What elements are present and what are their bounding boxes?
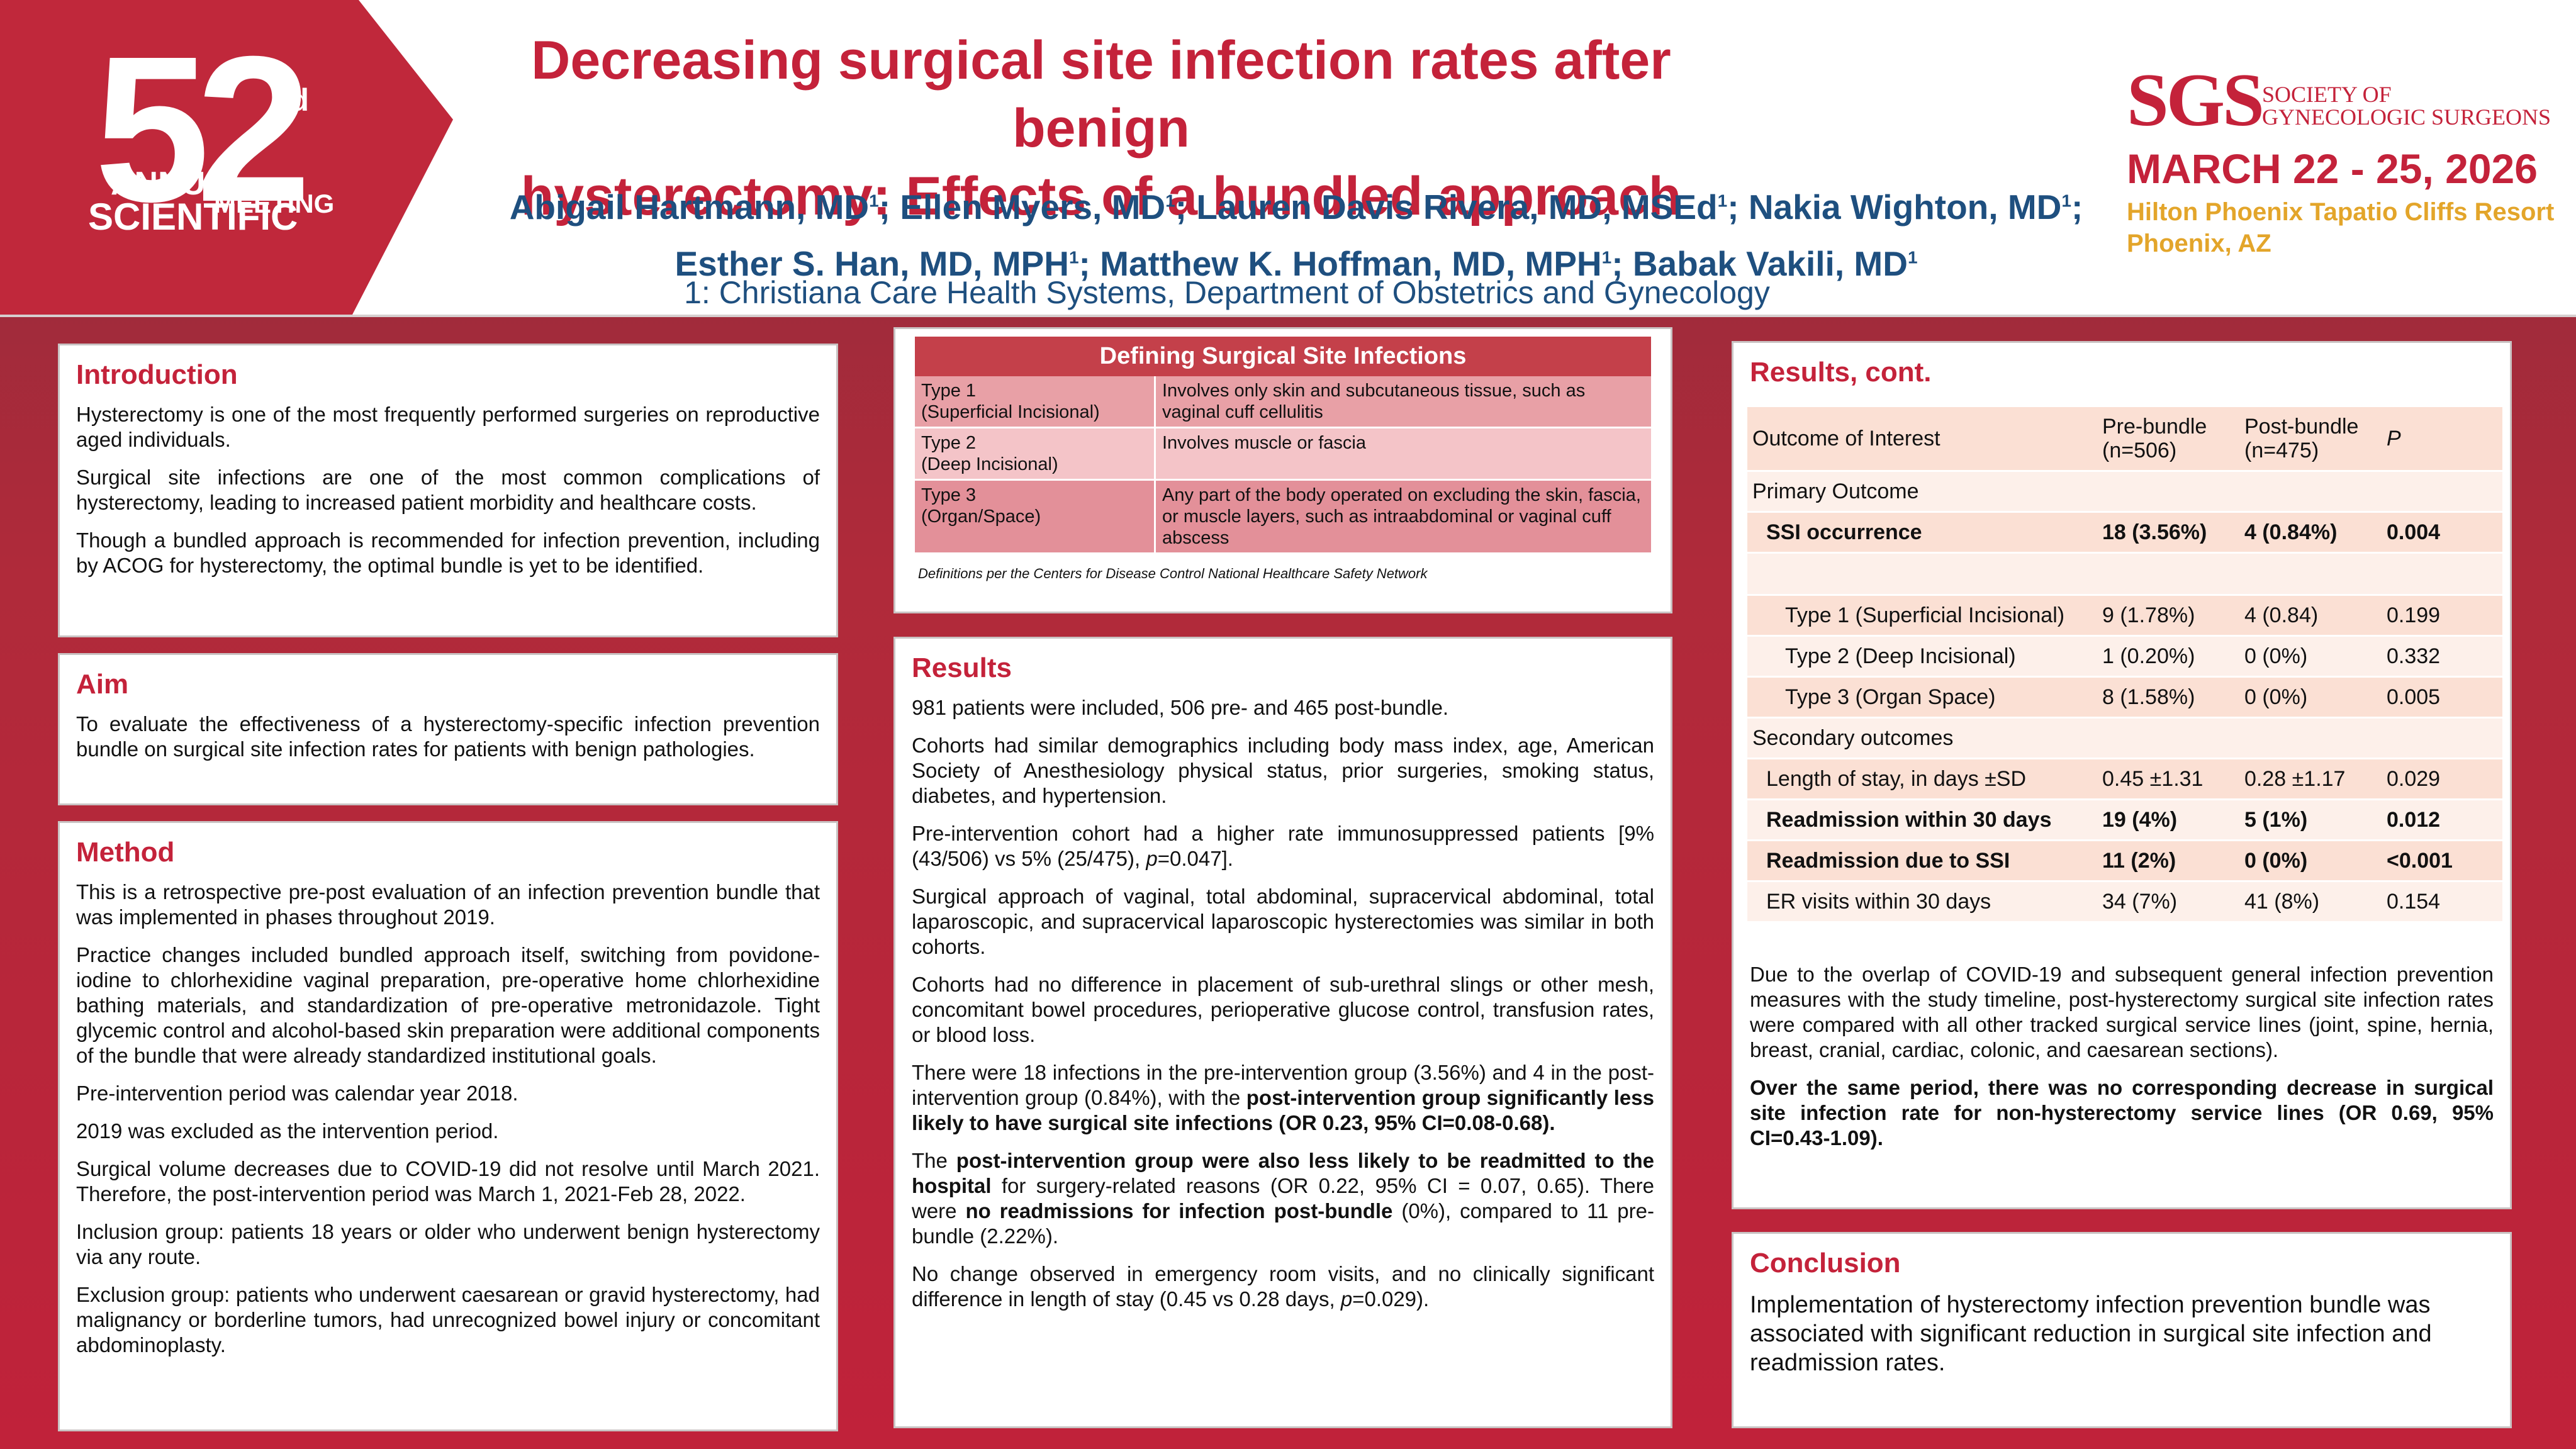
poster-header: 52 nd ANNUAL SCIENTIFIC MEETING Decreasi… xyxy=(0,0,2576,317)
conclusion-text: Implementation of hysterectomy infection… xyxy=(1750,1292,2432,1376)
table-row: SSI occurrence 18 (3.56%) 4 (0.84%) 0.00… xyxy=(1747,512,2502,554)
results-heading: Results xyxy=(912,652,1012,683)
results-paragraph: The post-intervention group were also le… xyxy=(912,1149,1654,1248)
results-paragraph: Surgical approach of vaginal, total abdo… xyxy=(912,885,1654,958)
results-cont-paragraph: Due to the overlap of COVID-19 and subse… xyxy=(1750,963,2494,1061)
table-row: Type 1 (Superficial Incisional) 9 (1.78%… xyxy=(1747,595,2502,637)
table-header-row: Outcome of Interest Pre-bundle (n=506) P… xyxy=(1747,407,2502,472)
author: Nakia Wighton, MD1; xyxy=(1748,187,2083,227)
meeting-dates: MARCH 22 - 25, 2026 xyxy=(2127,145,2538,192)
title-line-2: hysterectomy: Effects of a bundled appro… xyxy=(520,166,1682,227)
method-paragraph: 2019 was excluded as the intervention pe… xyxy=(76,1119,499,1143)
poster-title: Decreasing surgical site infection rates… xyxy=(503,26,1699,230)
method-paragraph: This is a retrospective pre-post evaluat… xyxy=(76,880,820,929)
ssi-table-heading: Defining Surgical Site Infections xyxy=(915,337,1651,376)
table-row: Type 3 (Organ/Space) Any part of the body… xyxy=(915,479,1651,554)
society-name: SOCIETY OF GYNECOLOGIC SURGEONS xyxy=(2262,82,2551,130)
badge-scientific: SCIENTIFIC xyxy=(88,196,298,238)
method-paragraph: Inclusion group: patients 18 years or ol… xyxy=(76,1220,820,1268)
badge-meeting: MEETING xyxy=(214,189,335,218)
table-row: Type 1 (Superficial Incisional) Involves … xyxy=(915,376,1651,428)
introduction-panel: Introduction Hysterectomy is one of the … xyxy=(58,344,838,637)
table-row xyxy=(1747,552,2502,596)
author: Matthew K. Hoffman, MD, MPH1; xyxy=(1100,243,1633,283)
conclusion-heading: Conclusion xyxy=(1750,1248,1901,1278)
table-row: Length of stay, in days ±SD 0.45 ±1.31 0… xyxy=(1747,758,2502,800)
results-cont-heading: Results, cont. xyxy=(1750,357,1932,388)
method-paragraph: Pre-intervention period was calendar yea… xyxy=(76,1082,518,1105)
results-paragraph: Cohorts had similar demographics includi… xyxy=(912,734,1654,807)
results-cont-panel: Results, cont. Outcome of Interest Pre-b… xyxy=(1732,341,2512,1209)
intro-paragraph: Hysterectomy is one of the most frequent… xyxy=(76,403,820,451)
aim-heading: Aim xyxy=(76,669,129,700)
aim-paragraph: To evaluate the effectiveness of a hyste… xyxy=(76,712,820,761)
author-list: Abigail Hartmann, MD1; Ellen Myers, MD1;… xyxy=(478,176,2114,289)
badge-suffix: nd xyxy=(271,82,310,118)
ssi-definitions-panel: Defining Surgical Site Infections Type 1… xyxy=(893,327,1672,613)
table-row: Readmission within 30 days 19 (4%) 5 (1%… xyxy=(1747,799,2502,841)
method-paragraph: Practice changes included bundled approa… xyxy=(76,943,820,1067)
method-heading: Method xyxy=(76,837,175,868)
results-paragraph: Pre-intervention cohort had a higher rat… xyxy=(912,822,1654,870)
method-paragraph: Surgical volume decreases due to COVID-1… xyxy=(76,1157,820,1206)
title-line-1: Decreasing surgical site infection rates… xyxy=(531,30,1671,159)
method-panel: Method This is a retrospective pre-post … xyxy=(58,821,838,1431)
aim-panel: Aim To evaluate the effectiveness of a h… xyxy=(58,653,838,805)
table-row: Readmission due to SSI 11 (2%) 0 (0%) <0… xyxy=(1747,840,2502,882)
author: Abigail Hartmann, MD1; xyxy=(509,187,900,227)
results-paragraph: No change observed in emergency room vis… xyxy=(912,1262,1654,1311)
author: Babak Vakili, MD1 xyxy=(1632,243,1918,283)
table-row: Type 2 (Deep Incisional) Involves muscle … xyxy=(915,427,1651,481)
badge-annual: ANNUAL xyxy=(111,165,249,202)
author: Ellen Myers, MD1; xyxy=(900,187,1197,227)
results-paragraph: There were 18 infections in the pre-inte… xyxy=(912,1061,1654,1134)
meeting-venue: Hilton Phoenix Tapatio Cliffs Resort Pho… xyxy=(2127,198,2555,257)
table-row: Primary Outcome xyxy=(1747,471,2502,513)
results-cont-paragraph: Over the same period, there was no corre… xyxy=(1750,1076,2494,1150)
table-row: Type 3 (Organ Space) 8 (1.58%) 0 (0%) 0.… xyxy=(1747,676,2502,719)
intro-paragraph: Though a bundled approach is recommended… xyxy=(76,529,820,577)
results-paragraph: Cohorts had no difference in placement o… xyxy=(912,973,1654,1046)
intro-paragraph: Surgical site infections are one of the … xyxy=(76,466,820,514)
table-row: Type 2 (Deep Incisional) 1 (0.20%) 0 (0%… xyxy=(1747,635,2502,678)
ssi-footnote: Definitions per the Centers for Disease … xyxy=(918,566,1428,581)
table-row: Secondary outcomes xyxy=(1747,717,2502,759)
method-paragraph: Exclusion group: patients who underwent … xyxy=(76,1283,820,1357)
affiliation: 1: Christiana Care Health Systems, Depar… xyxy=(684,275,1770,310)
ssi-definitions-table: Defining Surgical Site Infections Type 1… xyxy=(915,337,1651,554)
sgs-logo: SGS xyxy=(2127,58,2265,142)
outcomes-table: Outcome of Interest Pre-bundle (n=506) P… xyxy=(1747,407,2502,923)
author: Lauren Davis Rivera, MD, MSEd1; xyxy=(1196,187,1749,227)
meeting-badge: 52 nd ANNUAL SCIENTIFIC MEETING xyxy=(0,0,453,315)
badge-number: 52 xyxy=(94,13,311,245)
table-row: ER visits within 30 days 34 (7%) 41 (8%)… xyxy=(1747,881,2502,923)
results-paragraph: 981 patients were included, 506 pre- and… xyxy=(912,696,1449,719)
author: Esther S. Han, MD, MPH1; xyxy=(675,243,1100,283)
conclusion-panel: Conclusion Implementation of hysterectom… xyxy=(1732,1232,2512,1428)
introduction-heading: Introduction xyxy=(76,359,238,390)
results-panel: Results 981 patients were included, 506 … xyxy=(893,637,1672,1428)
